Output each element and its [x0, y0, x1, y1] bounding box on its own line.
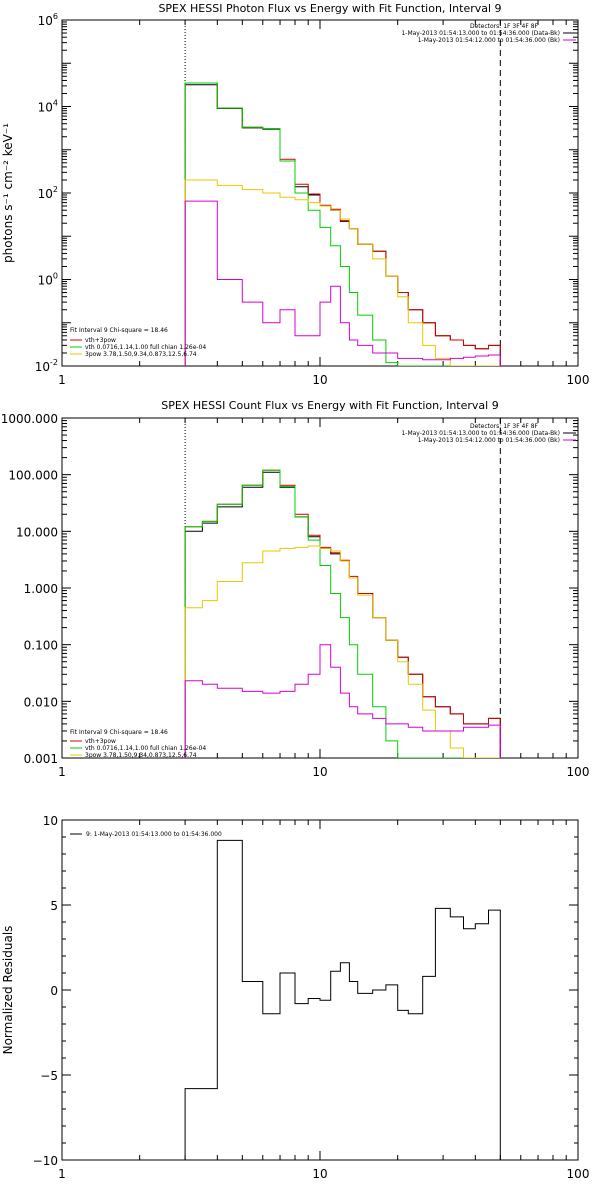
series-line-1 [184, 469, 501, 758]
count-flux-legend-label-1: vth+3pow [85, 738, 116, 745]
y-tick-label: 1000.000 [1, 412, 58, 426]
x-tick-label: 10 [312, 765, 327, 779]
y-tick-label: 10-2 [35, 358, 58, 374]
series-line-3 [184, 179, 501, 366]
photon-flux-detectors: Detectors: 1F 3F 4F 8F [470, 23, 539, 30]
y-tick-label: 100.000 [8, 469, 58, 483]
photon-flux-legend-label-1: vth+3pow [85, 337, 116, 344]
series-line-4 [184, 200, 501, 366]
y-tick-label: −5 [40, 1069, 58, 1083]
x-tick-label: 1 [58, 373, 66, 387]
residuals-plot: 1 10 100 −10 −5 0 5 10 [33, 814, 590, 1181]
y-tick-label: 0.001 [24, 752, 58, 766]
x-tick-label: 100 [567, 765, 590, 779]
y-tick-label: −10 [33, 1154, 58, 1168]
series-line-2 [184, 82, 501, 366]
x-tick-label: 10 [312, 373, 327, 387]
photon-flux-ylabel: photons s⁻¹ cm⁻² keV⁻¹ [1, 123, 15, 263]
count-flux-panel: SPEX HESSI Count Flux vs Energy with Fit… [1, 399, 590, 779]
count-flux-legend-label-2: vth 0.0716,1.14,1.00 full chian 1.26e-04 [85, 745, 206, 752]
count-flux-data-interval: 1-May-2013 01:54:13.000 to 01:54:36.000 … [401, 430, 560, 437]
photon-flux-plot: 1 10 100 10-2 100 102 104 106 [35, 12, 590, 387]
photon-flux-bk-interval: 1-May-2013 01:54:12.000 to 01:54:36.000 … [418, 37, 560, 44]
series-line-0 [184, 84, 501, 366]
x-tick-label: 1 [58, 1167, 66, 1181]
series-line-0 [184, 839, 501, 1160]
x-tick-label: 1 [58, 765, 66, 779]
residuals-panel: Normalized Residuals 1 10 100 −10 −5 0 5 10 9: … [1, 814, 589, 1181]
series-group [184, 839, 501, 1160]
photon-flux-title: SPEX HESSI Photon Flux vs Energy with Fi… [158, 2, 501, 15]
y-tick-label: 5 [50, 899, 58, 913]
y-tick-label: 1.000 [24, 582, 58, 596]
photon-flux-fit-legend-title: Fit Interval 9 Chi-square = 18.46 [70, 327, 168, 334]
count-flux-legend-label-3: 3pow 3.78,1.50,9.34,0.873,12.5,6.74 [85, 752, 197, 759]
series-line-2 [184, 469, 501, 758]
x-tick-label: 10 [312, 1167, 327, 1181]
y-tick-label: 0 [50, 984, 58, 998]
y-tick-label: 100 [38, 272, 58, 288]
photon-flux-legend-label-2: vth 0.0716,1.14,1.00 full chian 1.26e-04 [85, 344, 206, 351]
y-tick-label: 106 [38, 12, 58, 28]
y-tick-label: 10 [43, 814, 58, 828]
series-line-1 [184, 82, 501, 366]
photon-flux-legend-label-3: 3pow 3.78,1.50,9.34,0.873,12.5,6.74 [85, 351, 197, 358]
series-group [184, 469, 501, 758]
photon-flux-data-interval: 1-May-2013 01:54:13.000 to 01:54:36.000 … [401, 30, 560, 37]
residuals-ylabel: Normalized Residuals [1, 926, 15, 1055]
series-line-4 [184, 644, 501, 758]
series-line-3 [184, 545, 501, 758]
count-flux-title: SPEX HESSI Count Flux vs Energy with Fit… [161, 399, 498, 412]
series-line-0 [184, 471, 501, 758]
count-flux-bk-interval: 1-May-2013 01:54:12.000 to 01:54:36.000 … [418, 437, 560, 444]
residuals-legend-label: 9: 1-May-2013 01:54:13.000 to 01:54:36.0… [86, 831, 222, 838]
count-flux-detectors: Detectors: 1F 3F 4F 8F [470, 423, 539, 430]
x-tick-label: 100 [567, 1167, 590, 1181]
y-tick-label: 10.000 [16, 525, 58, 539]
count-flux-fit-legend-title: Fit Interval 9 Chi-square = 18.46 [70, 729, 168, 736]
y-tick-label: 0.010 [24, 695, 58, 709]
y-tick-label: 0.100 [24, 639, 58, 653]
series-group [184, 82, 501, 366]
count-flux-plot: 1 10 100 0.001 0.010 0.100 1.000 10.000 100.000 1… [1, 412, 590, 779]
y-tick-label: 104 [38, 99, 58, 115]
photon-flux-panel: SPEX HESSI Photon Flux vs Energy with Fi… [1, 2, 589, 387]
x-tick-label: 100 [567, 373, 590, 387]
y-tick-label: 102 [38, 185, 58, 201]
